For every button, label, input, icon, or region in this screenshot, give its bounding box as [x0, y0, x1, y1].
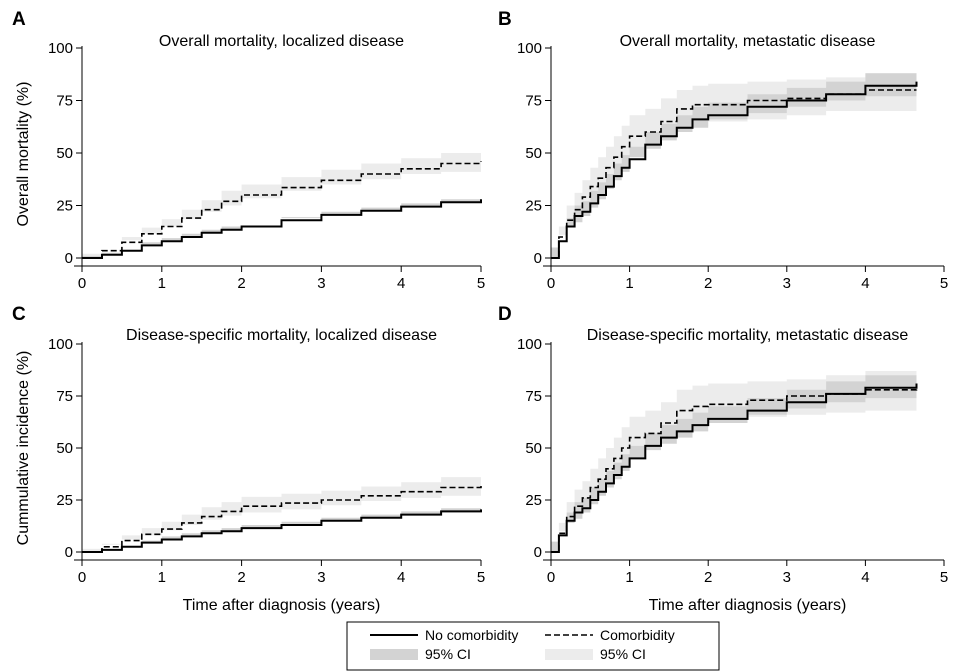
ci-band-comorbidity: [551, 73, 917, 258]
x-tick-label: 1: [625, 569, 633, 586]
legend-ci-no-comorbidity-swatch: [370, 649, 418, 660]
x-axis-title: Time after diagnosis (years): [649, 597, 847, 614]
series-line-no-comorbidity: [551, 383, 918, 553]
series-line-no-comorbidity: [551, 81, 918, 259]
panel-d: D Disease-specific mortality, metastatic …: [498, 304, 948, 614]
y-tick-label: 25: [56, 492, 73, 509]
y-tick-label: 25: [525, 492, 542, 509]
x-tick-label: 2: [704, 569, 712, 586]
x-tick-label: 1: [158, 569, 166, 586]
y-tick-label: 0: [65, 544, 73, 561]
panel-letter: D: [498, 304, 512, 325]
ci-band-comorbidity: [82, 150, 481, 258]
x-tick-label: 3: [783, 275, 791, 292]
y-tick-label: 50: [56, 440, 73, 457]
x-tick-label: 5: [477, 569, 485, 586]
x-tick-label: 2: [704, 275, 712, 292]
x-axis-title: Time after diagnosis (years): [183, 597, 381, 614]
panel-letter: B: [498, 9, 512, 30]
panel-letter: A: [12, 9, 26, 30]
legend: No comorbidity Comorbidity 95% CI 95% CI: [346, 621, 720, 671]
legend-comorbidity-label: Comorbidity: [600, 627, 675, 643]
panel-letter: C: [12, 304, 26, 325]
x-tick-label: 4: [397, 275, 405, 292]
ci-band-no-comorbidity: [551, 373, 917, 552]
legend-no-comorbidity-label: No comorbidity: [425, 627, 518, 643]
series-line-no-comorbidity: [82, 199, 482, 259]
y-tick-label: 50: [525, 145, 542, 162]
series-line-comorbidity: [82, 485, 482, 553]
x-tick-label: 2: [237, 275, 245, 292]
y-tick-label: 75: [56, 388, 73, 405]
series-line-comorbidity: [551, 89, 917, 259]
y-tick-label: 75: [56, 93, 73, 110]
x-tick-label: 3: [317, 275, 325, 292]
y-tick-label: 0: [534, 544, 542, 561]
x-tick-label: 4: [861, 275, 869, 292]
y-tick-label: 100: [48, 336, 73, 353]
panel-title: Overall mortality, metastatic disease: [620, 33, 876, 50]
legend-ci-comorbidity-label: 95% CI: [600, 646, 646, 662]
x-tick-label: 5: [477, 275, 485, 292]
y-tick-label: 25: [56, 198, 73, 215]
y-tick-label: 50: [56, 145, 73, 162]
y-tick-label: 50: [525, 440, 542, 457]
series-line-no-comorbidity: [82, 509, 482, 553]
y-tick-label: 0: [534, 250, 542, 267]
series-line-comorbidity: [551, 387, 918, 553]
x-tick-label: 0: [547, 275, 555, 292]
x-tick-label: 5: [940, 275, 948, 292]
legend-ci-no-comorbidity-label: 95% CI: [425, 646, 471, 662]
panel-b: B Overall mortality, metastatic disease 0 2…: [498, 9, 948, 292]
legend-ci-comorbidity-swatch: [545, 649, 593, 660]
y-axis-title: Overall mortality (%): [15, 82, 32, 227]
panel-title: Overall mortality, localized disease: [159, 33, 404, 50]
y-tick-label: 100: [517, 40, 542, 57]
y-tick-label: 75: [525, 388, 542, 405]
legend-box: [346, 621, 720, 671]
panel-title: Disease-specific mortality, metastatic d…: [587, 327, 909, 344]
y-axis-title: Cummulative incidence (%): [15, 351, 32, 546]
x-tick-label: 3: [783, 569, 791, 586]
panel-c: C Disease-specific mortality, localized d…: [12, 304, 485, 614]
y-tick-label: 100: [48, 40, 73, 57]
x-tick-label: 4: [397, 569, 405, 586]
y-tick-label: 75: [525, 93, 542, 110]
x-tick-label: 0: [78, 569, 86, 586]
x-tick-label: 0: [547, 569, 555, 586]
ci-band-comorbidity: [82, 474, 481, 552]
x-tick-label: 1: [158, 275, 166, 292]
x-tick-label: 0: [78, 275, 86, 292]
x-tick-label: 5: [940, 569, 948, 586]
series-line-comorbidity: [82, 161, 482, 259]
panel-title: Disease-specific mortality, localized di…: [126, 327, 437, 344]
x-tick-label: 4: [861, 569, 869, 586]
x-tick-label: 3: [317, 569, 325, 586]
y-tick-label: 25: [525, 198, 542, 215]
y-tick-label: 0: [65, 250, 73, 267]
x-tick-label: 2: [237, 569, 245, 586]
y-tick-label: 100: [517, 336, 542, 353]
x-tick-label: 1: [625, 275, 633, 292]
